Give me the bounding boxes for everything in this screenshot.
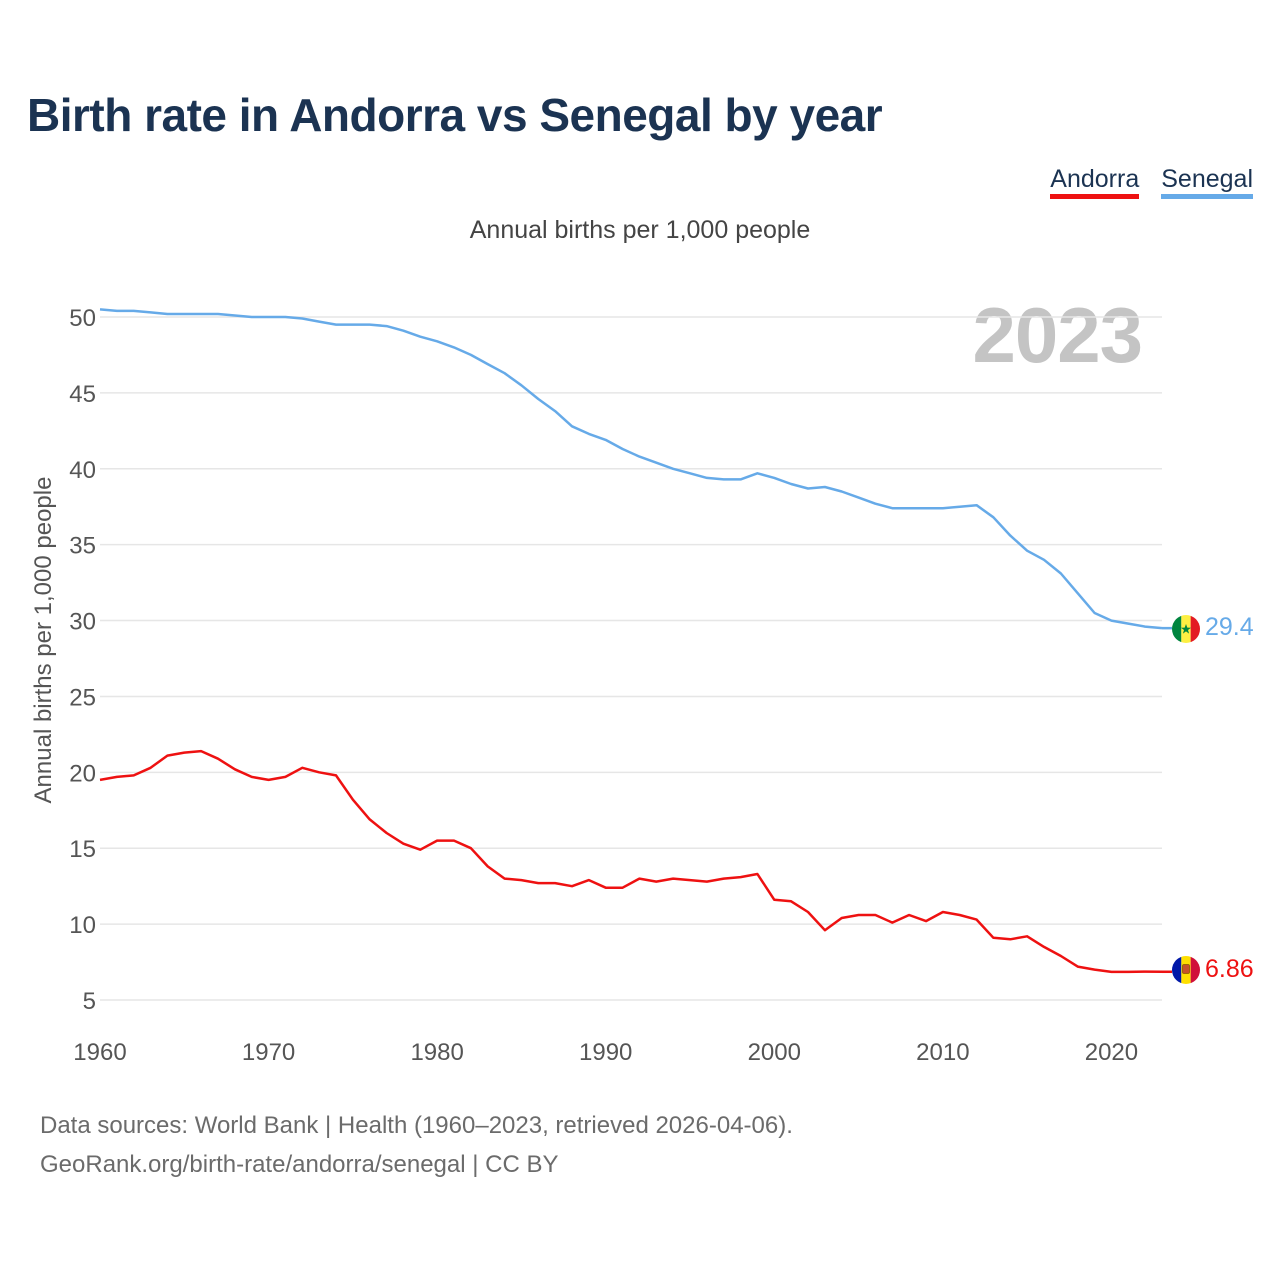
footer: Data sources: World Bank | Health (1960–… [40,1106,793,1184]
y-axis-ticks: 5 10 15 20 25 30 35 40 45 50 [69,305,96,1015]
andorra-end-value: 6.86 [1205,955,1254,983]
y-tick-label: 45 [69,381,96,408]
y-tick-label: 5 [83,988,96,1015]
series-line-senegal[interactable] [99,308,1163,630]
x-tick-label: 1990 [579,1039,632,1066]
y-tick-label: 30 [69,609,96,636]
legend: Andorra Senegal [1050,165,1253,199]
y-tick-label: 25 [69,684,96,711]
footer-credit: GeoRank.org/birth-rate/andorra/senegal |… [40,1151,559,1178]
footer-sources: Data sources: World Bank | Health (1960–… [40,1112,793,1139]
y-tick-label: 15 [69,836,96,863]
grid-lines [100,316,1162,1001]
series-line-andorra[interactable] [99,749,1163,974]
x-tick-label: 1970 [242,1039,295,1066]
y-tick-label: 50 [69,305,96,332]
y-tick-label: 10 [69,912,96,939]
senegal-end-value: 29.4 [1205,613,1254,641]
series-lines [99,308,1172,974]
x-tick-label: 2000 [748,1039,801,1066]
chart-subtitle: Annual births per 1,000 people [469,216,811,244]
y-tick-label: 20 [69,760,96,787]
x-axis-ticks: 1960 1970 1980 1990 2000 2010 2020 [73,1039,1138,1066]
x-tick-label: 2010 [916,1039,969,1066]
legend-item-senegal[interactable]: Senegal [1161,165,1253,199]
y-axis-label: Annual births per 1,000 people [30,477,57,804]
senegal-flag-icon [1172,615,1200,643]
x-tick-label: 2020 [1085,1039,1138,1066]
legend-item-andorra[interactable]: Andorra [1050,165,1140,199]
year-watermark: 2023 [972,291,1143,379]
chart-title: Birth rate in Andorra vs Senegal by year [27,89,883,141]
andorra-flag-icon [1172,956,1200,984]
x-tick-label: 1960 [73,1039,126,1066]
y-tick-label: 35 [69,533,96,560]
y-tick-label: 40 [69,457,96,484]
x-tick-label: 1980 [410,1039,463,1066]
